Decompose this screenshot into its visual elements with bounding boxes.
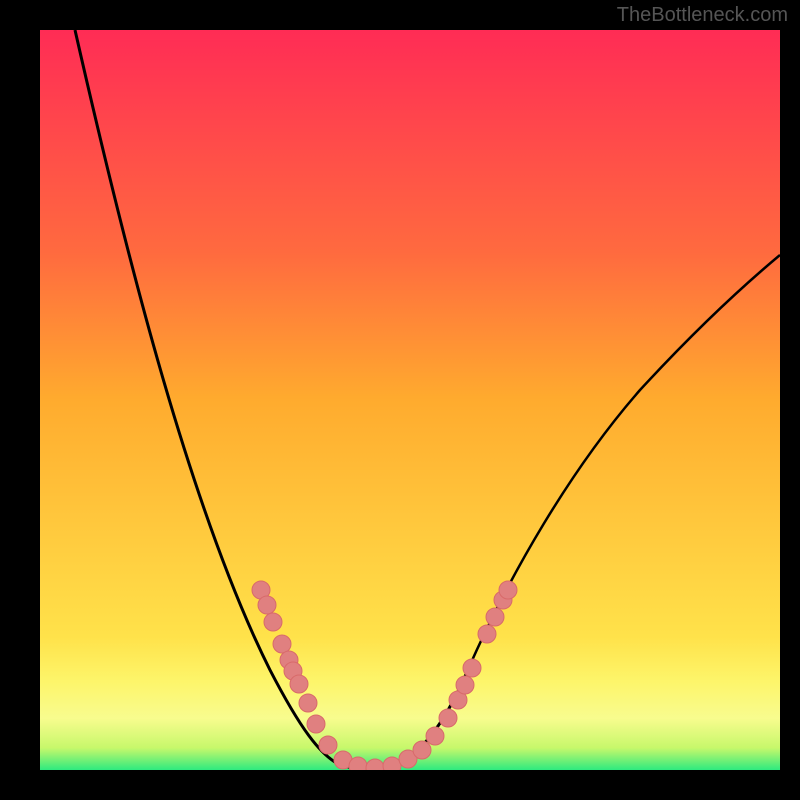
data-marker	[258, 596, 276, 614]
data-marker	[273, 635, 291, 653]
data-marker	[383, 757, 401, 770]
data-marker	[499, 581, 517, 599]
data-marker	[463, 659, 481, 677]
data-marker	[307, 715, 325, 733]
data-marker	[366, 759, 384, 770]
plot-area	[40, 30, 780, 770]
watermark-text: TheBottleneck.com	[617, 4, 788, 27]
data-marker	[413, 741, 431, 759]
marker-group	[252, 581, 517, 770]
data-marker	[486, 608, 504, 626]
data-marker	[299, 694, 317, 712]
data-marker	[264, 613, 282, 631]
data-marker	[456, 676, 474, 694]
chart-svg	[40, 30, 780, 770]
curve-left	[75, 30, 470, 769]
data-marker	[478, 625, 496, 643]
curve-right	[470, 255, 780, 665]
data-marker	[349, 757, 367, 770]
data-marker	[426, 727, 444, 745]
data-marker	[439, 709, 457, 727]
data-marker	[319, 736, 337, 754]
data-marker	[290, 675, 308, 693]
